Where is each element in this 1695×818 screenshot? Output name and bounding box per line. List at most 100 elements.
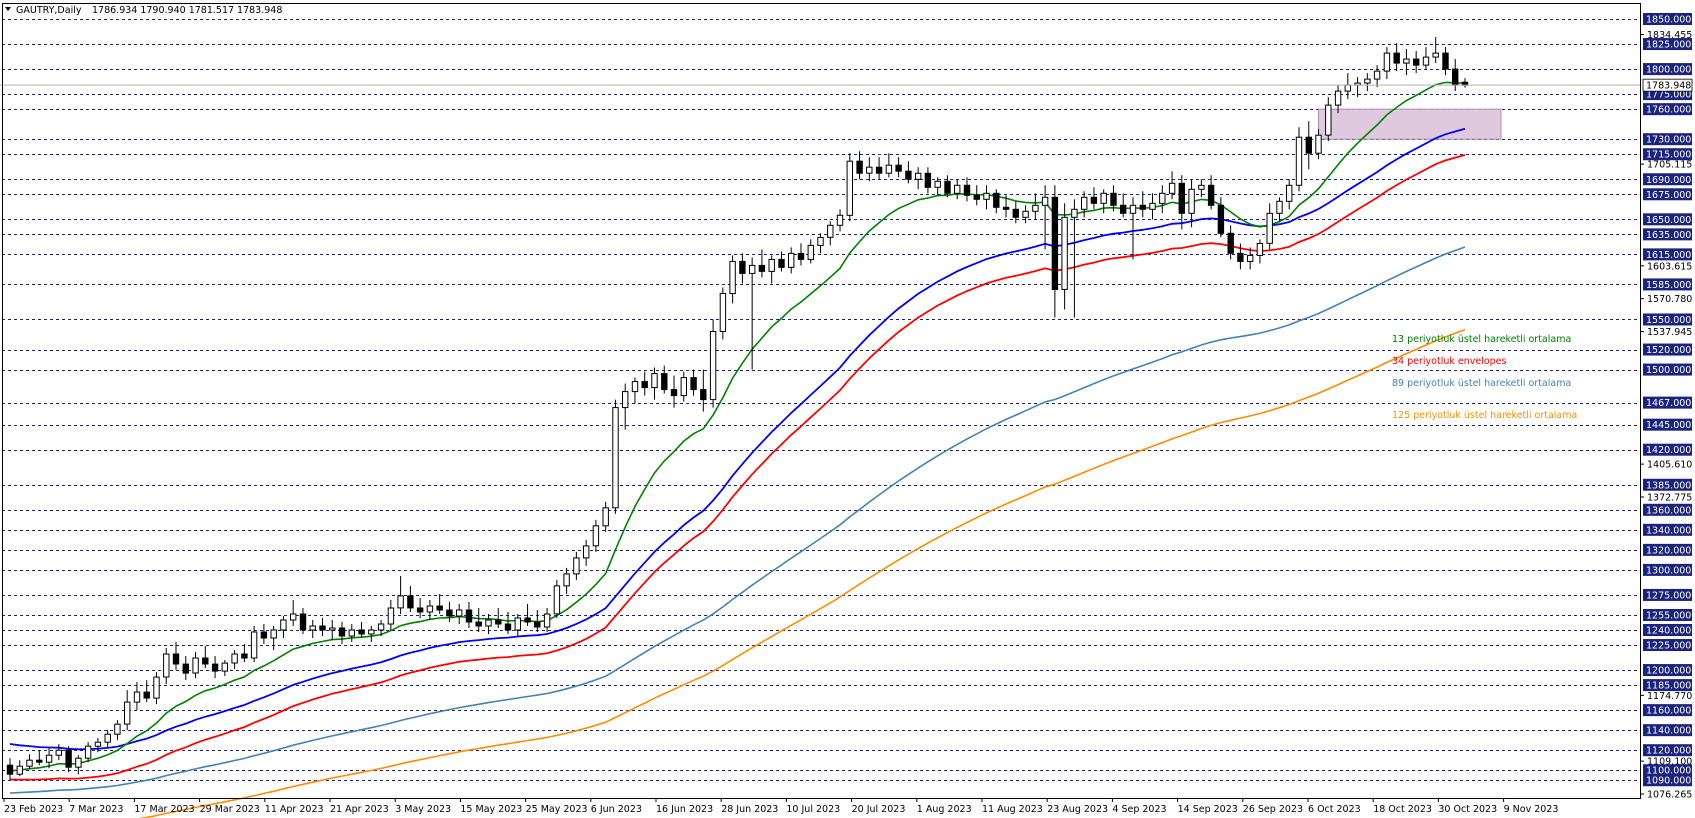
- price-level-box[interactable]: 1730.000: [1643, 133, 1692, 146]
- candle[interactable]: [280, 615, 287, 639]
- candle[interactable]: [563, 567, 570, 594]
- candle[interactable]: [807, 239, 814, 264]
- candle[interactable]: [436, 593, 443, 614]
- price-level-box[interactable]: 1300.000: [1643, 563, 1692, 577]
- price-level-box[interactable]: 1160.000: [1643, 704, 1692, 717]
- candle[interactable]: [1461, 78, 1469, 88]
- candle[interactable]: [94, 738, 102, 753]
- candle[interactable]: [612, 399, 619, 514]
- candle[interactable]: [719, 287, 727, 340]
- candle[interactable]: [172, 642, 180, 671]
- candle[interactable]: [1305, 121, 1312, 170]
- candle[interactable]: [592, 519, 600, 552]
- candle[interactable]: [241, 644, 248, 663]
- candle[interactable]: [1325, 97, 1332, 142]
- candle[interactable]: [456, 603, 463, 624]
- candle[interactable]: [1149, 193, 1156, 220]
- candle[interactable]: [1100, 189, 1107, 214]
- candle[interactable]: [1110, 185, 1117, 212]
- candle[interactable]: [602, 501, 609, 532]
- candle[interactable]: [143, 680, 150, 703]
- candle[interactable]: [446, 601, 453, 622]
- candle[interactable]: [934, 177, 941, 196]
- candle[interactable]: [758, 249, 766, 278]
- candle[interactable]: [768, 255, 775, 284]
- candle[interactable]: [583, 539, 590, 566]
- candle[interactable]: [1217, 197, 1225, 238]
- candle[interactable]: [553, 579, 561, 618]
- candle[interactable]: [182, 656, 190, 681]
- candle[interactable]: [749, 257, 756, 370]
- candle[interactable]: [1168, 171, 1176, 200]
- candle[interactable]: [485, 613, 492, 635]
- candle[interactable]: [1364, 73, 1371, 92]
- candle[interactable]: [1442, 47, 1449, 76]
- candle[interactable]: [504, 611, 512, 635]
- candle[interactable]: [221, 660, 229, 677]
- candle[interactable]: [75, 755, 82, 775]
- candle[interactable]: [1032, 193, 1039, 220]
- candle[interactable]: [1198, 179, 1205, 198]
- price-level-box[interactable]: 1090.000: [1643, 774, 1692, 787]
- candle[interactable]: [495, 607, 502, 628]
- price-level-box[interactable]: 1550.000: [1643, 313, 1692, 326]
- price-level-box[interactable]: 1585.000: [1643, 278, 1692, 291]
- candle[interactable]: [250, 625, 258, 663]
- candle[interactable]: [797, 243, 805, 266]
- candle[interactable]: [231, 650, 238, 670]
- candle[interactable]: [1051, 185, 1059, 318]
- candle[interactable]: [1002, 195, 1010, 218]
- price-level-box[interactable]: 1185.000: [1643, 679, 1692, 692]
- price-level-box[interactable]: 1255.000: [1643, 608, 1692, 622]
- candle[interactable]: [16, 760, 24, 777]
- candle[interactable]: [1139, 191, 1146, 218]
- candle[interactable]: [1061, 203, 1068, 310]
- price-level-box[interactable]: 1200.000: [1643, 664, 1692, 677]
- price-level-box[interactable]: 1467.000: [1643, 396, 1692, 410]
- candle[interactable]: [1344, 73, 1351, 100]
- candle[interactable]: [1315, 129, 1322, 160]
- candle[interactable]: [26, 754, 33, 770]
- price-level-box[interactable]: 1385.000: [1643, 478, 1692, 492]
- candle[interactable]: [211, 656, 219, 679]
- price-level-box[interactable]: 1635.000: [1643, 228, 1692, 241]
- price-level-box[interactable]: 1100.000: [1643, 764, 1692, 777]
- candle[interactable]: [290, 599, 297, 626]
- candle[interactable]: [153, 672, 160, 705]
- candle[interactable]: [1207, 175, 1215, 210]
- candle[interactable]: [348, 623, 356, 643]
- candle[interactable]: [1120, 193, 1127, 218]
- candle[interactable]: [1373, 65, 1381, 88]
- price-level-box[interactable]: 1615.000: [1643, 248, 1692, 261]
- candle[interactable]: [377, 619, 385, 637]
- candle[interactable]: [6, 758, 14, 781]
- candle[interactable]: [465, 601, 473, 628]
- candle[interactable]: [709, 319, 717, 408]
- candle[interactable]: [524, 603, 531, 626]
- candle[interactable]: [192, 652, 199, 679]
- candle[interactable]: [1071, 199, 1078, 318]
- candle[interactable]: [1452, 59, 1459, 92]
- candle[interactable]: [622, 383, 629, 430]
- candle[interactable]: [84, 742, 92, 763]
- candle[interactable]: [1256, 239, 1264, 264]
- candle[interactable]: [329, 619, 336, 641]
- candle[interactable]: [827, 221, 834, 246]
- candle[interactable]: [368, 625, 375, 643]
- candle[interactable]: [514, 613, 521, 637]
- candle[interactable]: [1286, 179, 1293, 210]
- candle[interactable]: [1334, 85, 1342, 114]
- candle[interactable]: [1432, 37, 1439, 64]
- candle[interactable]: [661, 365, 668, 394]
- candle[interactable]: [729, 255, 736, 304]
- time-axis[interactable]: 23 Feb 2023 7 Mar 2023 17 Mar 2023 29 Mar 2…: [3, 798, 1558, 815]
- price-level-box[interactable]: 1675.000: [1643, 188, 1692, 201]
- candle[interactable]: [416, 597, 424, 618]
- candle[interactable]: [875, 157, 883, 180]
- candle[interactable]: [319, 617, 326, 637]
- candle[interactable]: [309, 619, 316, 639]
- candle[interactable]: [700, 369, 707, 412]
- price-level-box[interactable]: 1275.000: [1643, 588, 1692, 602]
- candle[interactable]: [993, 189, 1000, 214]
- candle[interactable]: [358, 621, 365, 639]
